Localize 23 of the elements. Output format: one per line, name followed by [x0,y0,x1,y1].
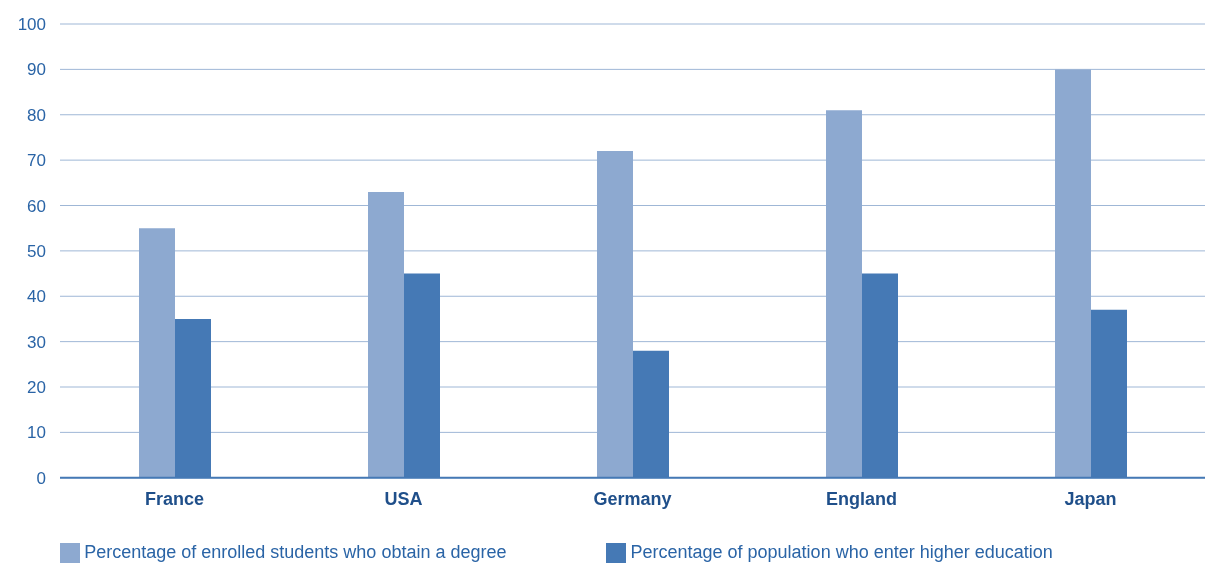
legend-label: Percentage of population who enter higher education [630,541,1053,562]
y-tick-label: 0 [36,468,46,488]
bar [1055,69,1091,478]
y-tick-label: 100 [17,15,46,35]
x-tick-label: Germany [593,488,672,509]
y-tick-label: 20 [27,378,46,398]
y-tick-label: 40 [27,287,46,307]
bar [139,228,175,478]
bar [368,191,404,478]
y-tick-label: 70 [27,151,46,171]
bar [597,151,633,478]
y-tick-label: 90 [27,60,46,80]
y-tick-label: 80 [27,105,46,125]
x-tick-label: England [826,488,897,509]
legend-label: Percentage of enrolled students who obtain a degree [84,541,507,562]
y-tick-label: 30 [27,332,46,352]
y-tick-label: 10 [27,423,46,443]
y-tick-label: 60 [27,196,46,216]
x-tick-label: Japan [1064,488,1117,509]
y-tick-label: 50 [27,241,46,261]
x-tick-label: USA [384,488,423,509]
x-tick-label: France [144,488,205,509]
bar [826,110,862,478]
